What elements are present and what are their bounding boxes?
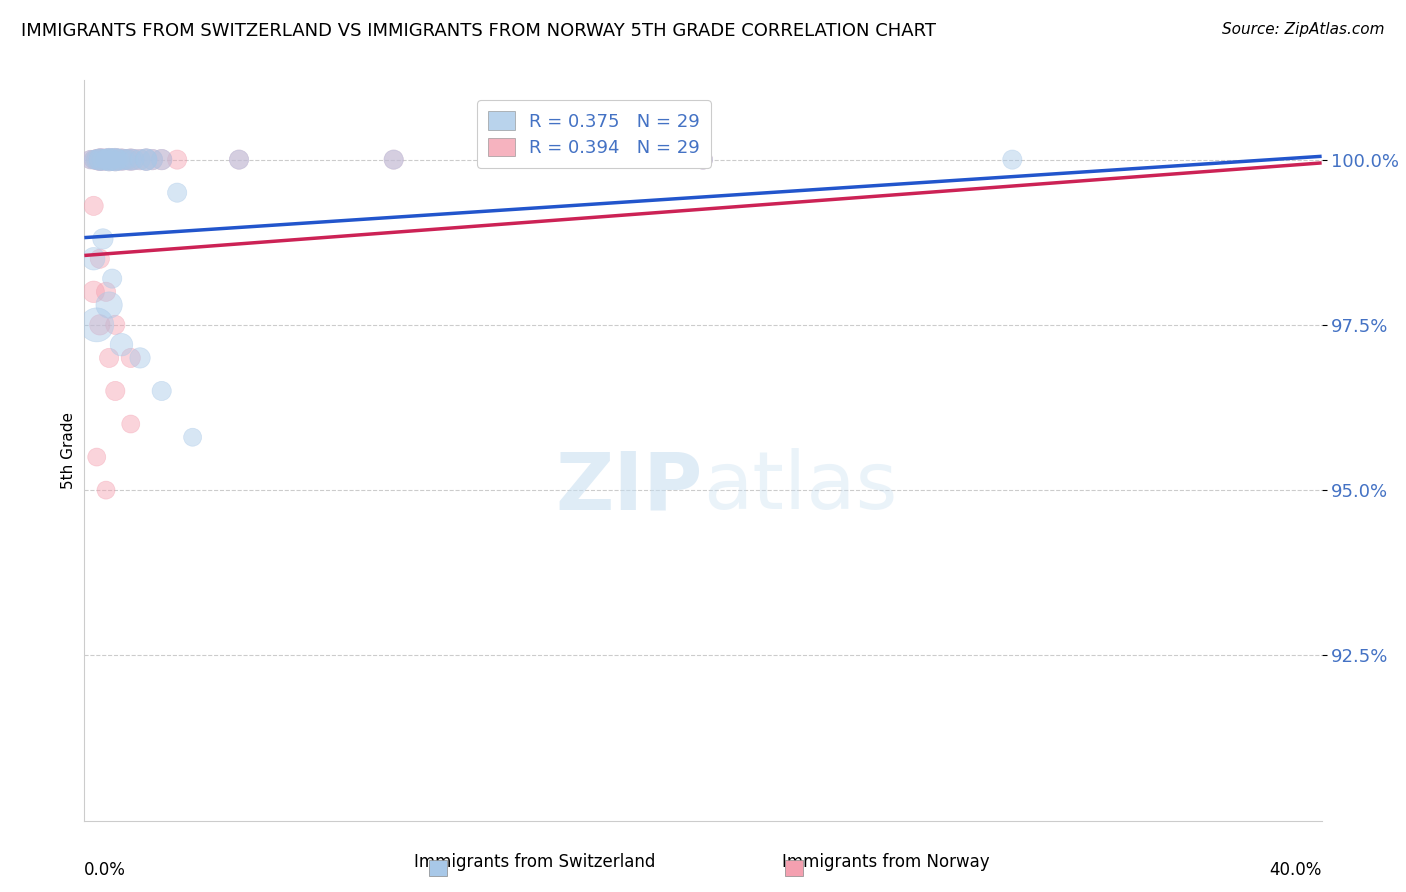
Point [122, 153, 145, 167]
Point [129, 351, 152, 365]
Point [1001, 153, 1024, 167]
Point [86, 318, 108, 332]
Point [89, 153, 111, 167]
Point [91, 232, 114, 246]
Point [86, 153, 108, 167]
Point [98, 298, 121, 312]
Point [98, 153, 121, 167]
Point [382, 153, 405, 167]
Point [114, 153, 136, 167]
Point [117, 153, 139, 167]
Point [98, 351, 121, 365]
Point [135, 153, 157, 167]
Y-axis label: 5th Grade: 5th Grade [60, 412, 76, 489]
Text: atlas: atlas [703, 449, 897, 526]
Text: ZIP: ZIP [555, 449, 703, 526]
Point [110, 153, 132, 167]
Text: Immigrants from Norway: Immigrants from Norway [782, 853, 990, 871]
Point [166, 186, 188, 200]
Point [150, 384, 173, 398]
Point [120, 153, 142, 167]
Point [89, 153, 111, 167]
Point [120, 153, 142, 167]
Point [104, 153, 127, 167]
Point [101, 271, 124, 285]
Point [98, 153, 121, 167]
Point [166, 153, 188, 167]
Point [110, 153, 132, 167]
Point [79, 153, 101, 167]
Point [382, 153, 405, 167]
Point [101, 153, 124, 167]
Point [692, 153, 714, 167]
Point [86, 450, 108, 464]
Point [135, 153, 157, 167]
Text: 0.0%: 0.0% [84, 862, 127, 880]
Point [83, 153, 105, 167]
Point [83, 153, 105, 167]
Point [98, 153, 121, 167]
Point [104, 384, 127, 398]
Point [83, 285, 105, 299]
Point [122, 153, 145, 167]
Point [83, 199, 105, 213]
Point [94, 153, 117, 167]
Point [94, 285, 117, 299]
Text: IMMIGRANTS FROM SWITZERLAND VS IMMIGRANTS FROM NORWAY 5TH GRADE CORRELATION CHAR: IMMIGRANTS FROM SWITZERLAND VS IMMIGRANT… [21, 22, 936, 40]
Point [120, 417, 142, 431]
Point [110, 337, 132, 351]
Point [120, 351, 142, 365]
Point [692, 153, 714, 167]
Point [181, 430, 204, 444]
Point [228, 153, 250, 167]
Point [141, 153, 163, 167]
Legend: R = 0.375   N = 29, R = 0.394   N = 29: R = 0.375 N = 29, R = 0.394 N = 29 [477, 101, 711, 168]
Point [89, 153, 111, 167]
Point [150, 153, 173, 167]
Point [107, 153, 129, 167]
Point [86, 153, 108, 167]
Text: 40.0%: 40.0% [1270, 862, 1322, 880]
Point [141, 153, 163, 167]
Text: Source: ZipAtlas.com: Source: ZipAtlas.com [1222, 22, 1385, 37]
Point [94, 153, 117, 167]
Point [101, 153, 124, 167]
Point [150, 153, 173, 167]
Point [104, 153, 127, 167]
Point [94, 153, 117, 167]
Point [107, 153, 129, 167]
Point [135, 153, 157, 167]
Point [114, 153, 136, 167]
Text: Immigrants from Switzerland: Immigrants from Switzerland [413, 853, 655, 871]
Point [117, 153, 139, 167]
Point [89, 318, 111, 332]
Point [129, 153, 152, 167]
Point [94, 483, 117, 497]
Point [83, 252, 105, 266]
Point [129, 153, 152, 167]
Point [91, 153, 114, 167]
Point [228, 153, 250, 167]
Point [89, 252, 111, 266]
Point [79, 153, 101, 167]
Point [104, 153, 127, 167]
Point [91, 153, 114, 167]
Point [104, 318, 127, 332]
Point [89, 153, 111, 167]
